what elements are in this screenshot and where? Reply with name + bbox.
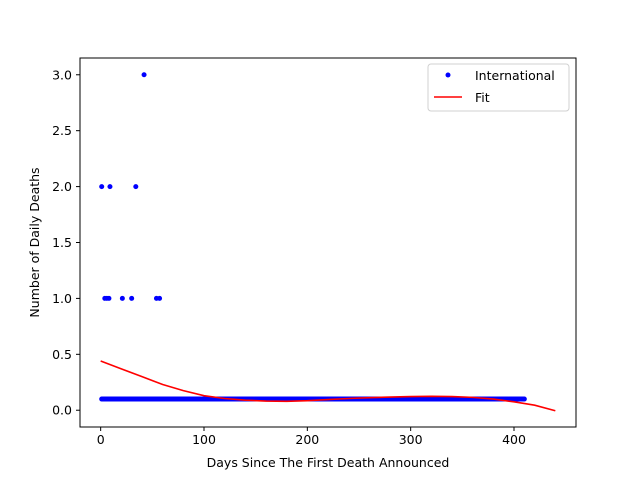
axes-frame bbox=[79, 57, 577, 428]
legend-label-fit: Fit bbox=[475, 90, 490, 105]
x-axis-label: Days Since The First Death Announced bbox=[207, 455, 450, 470]
y-tick-label: 1.0 bbox=[52, 291, 72, 306]
y-tick-label: 0.0 bbox=[52, 403, 72, 418]
data-point bbox=[141, 72, 147, 78]
x-tick-label: 100 bbox=[192, 432, 216, 447]
data-point bbox=[129, 295, 135, 301]
data-point bbox=[106, 295, 112, 301]
legend-marker-international bbox=[445, 72, 451, 78]
x-tick-label: 200 bbox=[295, 432, 319, 447]
x-tick-label: 0 bbox=[97, 432, 105, 447]
plot-area bbox=[99, 72, 556, 412]
series-fit-line bbox=[100, 360, 556, 412]
y-tick-label: 2.5 bbox=[52, 123, 72, 138]
y-tick-label: 2.0 bbox=[52, 179, 72, 194]
legend-label-international: International bbox=[475, 68, 555, 83]
data-point bbox=[521, 396, 527, 402]
y-tick-label: 1.5 bbox=[52, 235, 72, 250]
y-axis-ticks: 0.0 0.5 1.0 1.5 2.0 2.5 3.0 bbox=[52, 67, 80, 418]
data-point bbox=[99, 184, 105, 190]
x-tick-label: 400 bbox=[502, 432, 526, 447]
x-axis-ticks: 0 100 200 300 400 bbox=[97, 427, 526, 447]
data-point bbox=[133, 184, 139, 190]
legend: International Fit bbox=[427, 63, 570, 112]
data-point bbox=[157, 295, 163, 301]
data-point bbox=[107, 184, 113, 190]
y-tick-label: 3.0 bbox=[52, 67, 72, 82]
legend-box bbox=[427, 63, 570, 112]
data-point bbox=[119, 295, 125, 301]
y-axis-label: Number of Daily Deaths bbox=[27, 167, 42, 317]
y-tick-label: 0.5 bbox=[52, 347, 72, 362]
x-tick-label: 300 bbox=[399, 432, 423, 447]
